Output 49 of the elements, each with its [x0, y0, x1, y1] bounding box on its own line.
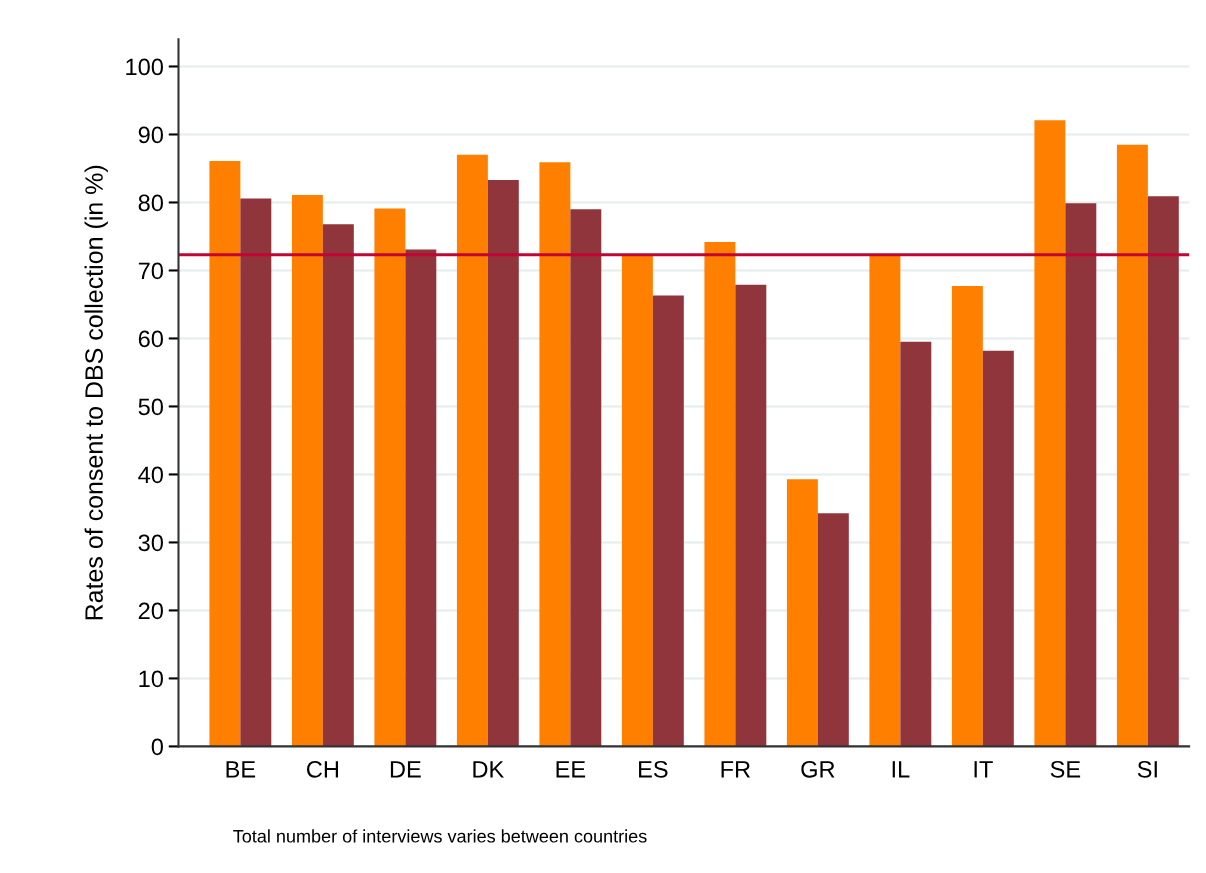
x-tick-label: FR	[721, 761, 751, 778]
x-tick-label: SI	[1137, 760, 1157, 778]
y-tick-label: 80	[138, 194, 163, 212]
bar	[1147, 196, 1179, 747]
bar	[374, 208, 406, 747]
x-tick-label: DK	[473, 761, 504, 778]
y-tick-label: 90	[138, 126, 163, 144]
bar	[900, 341, 932, 747]
x-tick-label: ES	[639, 760, 668, 778]
bar	[240, 198, 272, 747]
x-tick-label: IL	[892, 761, 910, 778]
x-tick-label: GR	[801, 760, 835, 778]
x-tick-label: SE	[1050, 760, 1081, 778]
y-tick-label: 100	[126, 58, 163, 76]
bar	[621, 254, 653, 747]
y-tick-label: 40	[138, 466, 163, 484]
bar	[1065, 203, 1097, 747]
bar	[786, 479, 818, 747]
y-axis-title: Rates of consent to DBS collection (in %)	[84, 165, 108, 620]
bar	[652, 295, 684, 747]
x-tick-label: DE	[390, 761, 421, 778]
x-tick-label: EE	[556, 761, 586, 778]
y-tick-label: 30	[138, 534, 163, 552]
y-tick-label: 50	[138, 398, 163, 416]
y-tick-label: 70	[138, 262, 163, 280]
bar	[817, 513, 849, 747]
bar	[539, 162, 571, 747]
bar	[1116, 144, 1148, 747]
bar	[570, 209, 602, 747]
y-tick-label: 10	[139, 670, 163, 688]
bar	[456, 154, 488, 747]
bar	[982, 350, 1014, 747]
bar	[869, 254, 901, 747]
bar	[704, 241, 736, 747]
bar	[1034, 120, 1066, 747]
x-tick-label: IT	[974, 761, 993, 778]
bar	[322, 224, 354, 747]
y-tick-label: 20	[138, 602, 163, 620]
x-tick-label: BE	[226, 761, 256, 778]
bar	[291, 194, 323, 747]
text: Total number of interviews varies between countries	[233, 829, 647, 843]
bar	[735, 284, 767, 747]
bar	[487, 180, 519, 747]
x-tick-label: CH	[307, 760, 338, 778]
bar	[209, 160, 241, 747]
y-tick-label: 0	[151, 738, 163, 756]
bar	[951, 286, 983, 747]
bar	[405, 249, 437, 747]
y-tick-label: 60	[138, 330, 163, 348]
